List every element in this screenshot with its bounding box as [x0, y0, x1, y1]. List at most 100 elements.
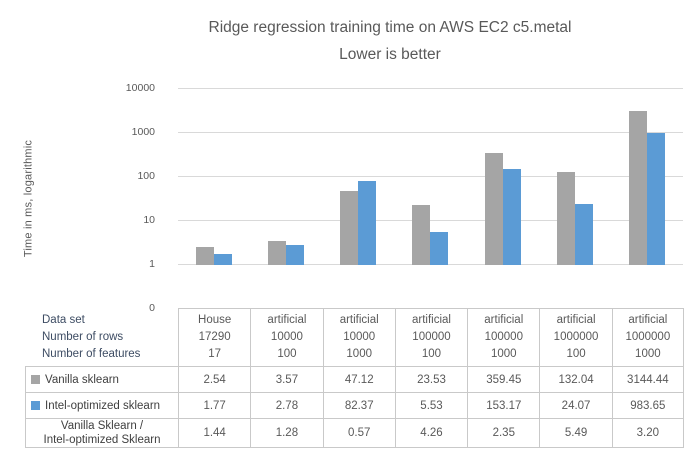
bar-intel-optimized-sklearn — [646, 133, 665, 265]
series-name: Intel-optimized sklearn — [45, 399, 161, 412]
table-category-header: artificial 10000 1000 — [322, 308, 395, 366]
category-header-line: 1000 — [346, 348, 372, 360]
y-axis-tick: 10000 — [125, 82, 155, 94]
table-value-cell: 359.45 — [467, 366, 540, 392]
table-series-label: Intel-optimized sklearn — [25, 392, 178, 418]
table-ratio-value-cell: 4.26 — [394, 418, 468, 448]
table-value-cell: 5.53 — [394, 392, 468, 418]
chart-title-block: Ridge regression training time on AWS EC… — [90, 14, 690, 68]
data-table: Data set Number of rows Number of features… — [25, 308, 684, 448]
row-header-line: Number of features — [42, 347, 141, 360]
table-category-header: House 17290 17 — [178, 308, 251, 366]
category-header-line: House — [198, 314, 232, 326]
row-header-line: Data set — [42, 313, 85, 326]
category-header-line: artificial — [339, 314, 379, 326]
table-ratio-value-cell: 5.49 — [539, 418, 612, 448]
table-value-cell: 2.54 — [178, 366, 251, 392]
bar-group — [539, 89, 611, 265]
chart-title: Ridge regression training time on AWS EC… — [208, 19, 572, 36]
table-ratio-label: Vanilla Sklearn / Intel-optimized Sklearn — [25, 418, 178, 448]
bar-vanilla-sklearn — [484, 153, 503, 265]
bar-group — [467, 89, 539, 265]
y-axis-tick: 1 — [149, 258, 155, 270]
category-header-line: 100000 — [412, 331, 451, 343]
bar-group — [322, 89, 394, 265]
category-header-line: 17290 — [198, 331, 231, 343]
table-ratio-value-cell: 3.20 — [611, 418, 684, 448]
bar-vanilla-sklearn — [340, 191, 359, 265]
category-header-line: 10000 — [270, 331, 303, 343]
category-header-line: 100 — [277, 348, 297, 360]
y-axis-tick: 1000 — [131, 126, 155, 138]
category-header-line: 1000 — [635, 348, 661, 360]
bar-group — [178, 89, 250, 265]
bars-container — [178, 89, 683, 265]
category-header-line: artificial — [412, 314, 451, 326]
category-header-line: 1000 — [490, 348, 517, 360]
y-axis-tick: 0 — [149, 302, 155, 314]
y-axis-title: Time in ms, logarithmic — [22, 139, 35, 258]
table-series-label: Vanilla sklearn — [25, 366, 178, 392]
table-value-cell: 24.07 — [539, 392, 612, 418]
table-value-cell: 3.57 — [250, 366, 323, 392]
category-header-line: 100000 — [484, 331, 523, 343]
table-category-header: artificial 100000 100 — [394, 308, 468, 366]
category-header-line: 1000000 — [553, 331, 599, 343]
y-axis-tick: 10 — [143, 214, 155, 226]
table-value-cell: 47.12 — [322, 366, 395, 392]
bar-intel-optimized-sklearn — [502, 169, 521, 265]
table-category-header: artificial 1000000 100 — [539, 308, 612, 366]
table-category-header: artificial 1000000 1000 — [611, 308, 684, 366]
table-value-cell: 132.04 — [539, 366, 612, 392]
category-header-line: 100 — [421, 348, 442, 360]
table-value-cell: 82.37 — [322, 392, 395, 418]
table-category-header: artificial 10000 100 — [250, 308, 323, 366]
gridline — [178, 220, 683, 221]
table-value-cell: 23.53 — [394, 366, 468, 392]
gridline — [178, 88, 683, 89]
plot-area — [178, 88, 683, 309]
category-header-line: 1000000 — [625, 331, 671, 343]
bar-group — [394, 89, 466, 265]
table-value-cell: 2.78 — [250, 392, 323, 418]
bar-intel-optimized-sklearn — [286, 245, 305, 265]
legend-swatch-intel-optimized-sklearn — [31, 401, 40, 410]
bar-vanilla-sklearn — [556, 172, 575, 265]
table-value-cell: 3144.44 — [611, 366, 684, 392]
table-ratio-value-cell: 1.44 — [178, 418, 251, 448]
y-axis-ticks: 10000 1000 100 10 1 0 — [98, 82, 155, 314]
category-header-line: artificial — [484, 314, 524, 326]
category-header-line: artificial — [628, 314, 668, 326]
table-value-cell: 153.17 — [467, 392, 540, 418]
y-axis-tick: 100 — [137, 170, 155, 182]
bar-vanilla-sklearn — [268, 241, 287, 265]
bar-intel-optimized-sklearn — [574, 204, 593, 265]
bar-intel-optimized-sklearn — [214, 254, 233, 265]
category-header-line: artificial — [556, 314, 596, 326]
table-ratio-value-cell: 0.57 — [322, 418, 395, 448]
chart-subtitle: Lower is better — [339, 46, 441, 63]
table-ratio-value-cell: 1.28 — [250, 418, 323, 448]
category-header-line: 100 — [566, 348, 586, 360]
ratio-label-line: Vanilla Sklearn / — [60, 420, 144, 432]
ratio-label-line: Intel-optimized Sklearn — [43, 434, 161, 446]
bar-group — [611, 89, 683, 265]
bar-intel-optimized-sklearn — [358, 181, 377, 265]
category-header-line: artificial — [267, 314, 307, 326]
table-category-header: artificial 100000 1000 — [467, 308, 540, 366]
table-ratio-value-cell: 2.35 — [467, 418, 540, 448]
table-value-cell: 1.77 — [178, 392, 251, 418]
gridline — [178, 176, 683, 177]
row-header-line: Number of rows — [42, 330, 124, 343]
legend-swatch-vanilla-sklearn — [31, 375, 40, 384]
bar-vanilla-sklearn — [196, 247, 215, 265]
table-row-header-label: Data set Number of rows Number of features — [25, 308, 178, 366]
category-header-line: 17 — [208, 348, 222, 360]
bar-intel-optimized-sklearn — [430, 232, 449, 265]
series-name: Vanilla sklearn — [45, 373, 119, 386]
bar-vanilla-sklearn — [628, 111, 647, 265]
bar-group — [250, 89, 322, 265]
table-value-cell: 983.65 — [611, 392, 684, 418]
bar-vanilla-sklearn — [412, 205, 431, 265]
